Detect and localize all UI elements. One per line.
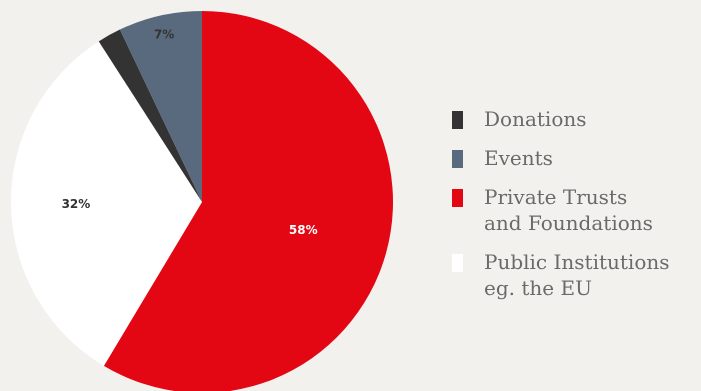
pie-label-public-institutions-eg-the-eu: 32%: [62, 197, 91, 211]
legend-label-public-institutions: Public Institutions eg. the EU: [484, 250, 670, 300]
pie-slice-public-institutions-eg-the-eu: [10, 41, 203, 366]
pie-label-private-trusts-and-foundations: 58%: [289, 223, 318, 237]
pie-slice-events: [119, 11, 202, 202]
pie-slice-private-trusts-and-foundations: [103, 11, 393, 391]
legend-item-public-institutions: Public Institutions eg. the EU: [452, 249, 701, 301]
pie-labels: 58% 32% 2% 7%: [62, 27, 318, 237]
legend-swatch-donations: [452, 111, 463, 129]
legend-label-donations: Donations: [484, 107, 587, 131]
pie-slices: [10, 11, 393, 391]
pie-label-events: 7%: [154, 27, 174, 41]
legend-item-private-trusts: Private Trusts and Foundations: [452, 184, 701, 236]
pie-slice-donations: [98, 29, 202, 202]
legend-item-events: Events: [452, 145, 701, 171]
legend-label-private-trusts: Private Trusts and Foundations: [484, 185, 653, 235]
pie-label-donations: 2%: [110, 48, 130, 62]
legend-swatch-public-institutions: [452, 254, 463, 272]
legend-swatch-events: [452, 150, 463, 168]
legend-label-events: Events: [484, 146, 553, 170]
legend-swatch-private-trusts: [452, 189, 463, 207]
chart-legend: Donations Events Private Trusts and Foun…: [452, 106, 701, 314]
legend-item-donations: Donations: [452, 106, 701, 132]
